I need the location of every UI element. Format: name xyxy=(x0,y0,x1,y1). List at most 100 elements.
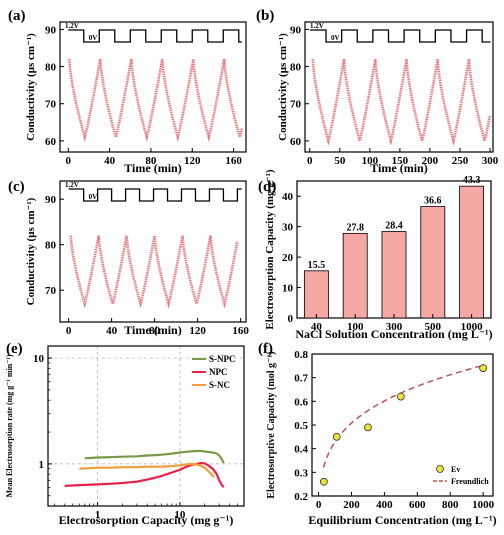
x-tick-label-d: 300 xyxy=(386,321,403,333)
y-tick-label-b: 60 xyxy=(290,136,302,148)
x-tick-label-c: 0 xyxy=(66,325,72,337)
bar-value-label: 15.5 xyxy=(308,260,326,271)
y-axis-title-a: Conductivity (μs cm⁻¹) xyxy=(25,33,37,141)
y-tick-label-a: 80 xyxy=(45,62,57,74)
voltage-label-low-c: 0V xyxy=(89,193,98,201)
y-tick-label-f: 0.4 xyxy=(294,444,308,456)
plot-frame-f xyxy=(311,353,494,497)
series-line-S-NC xyxy=(79,462,215,478)
x-tick-label-a: 0 xyxy=(66,155,72,167)
y-tick-label-d: 40 xyxy=(282,191,294,203)
panel-label-e: (e) xyxy=(6,341,23,357)
x-tick-label-c: 40 xyxy=(106,325,118,337)
data-point xyxy=(332,432,341,441)
y-tick-label-a: 60 xyxy=(45,136,57,148)
x-tick-label-c: 120 xyxy=(189,325,206,337)
y-tick-label-b: 70 xyxy=(290,99,302,111)
voltage-step-line-b xyxy=(309,29,491,43)
voltage-label-low-a: 0V xyxy=(89,34,98,42)
x-axis-title-c: Time (min) xyxy=(124,323,181,337)
legend-swatch-Ev xyxy=(436,465,444,473)
x-tick-label-a: 80 xyxy=(145,155,157,167)
y-tick-label-c: 80 xyxy=(45,240,57,252)
y-tick-label-d: 10 xyxy=(282,283,294,295)
y-tick-label-f: 0.8 xyxy=(294,349,308,361)
x-tick-label-a: 40 xyxy=(104,155,116,167)
x-tick-label-f: 800 xyxy=(442,499,459,511)
bar-value-label: 27.8 xyxy=(346,222,364,233)
x-tick-label-f: 1000 xyxy=(472,499,495,511)
x-tick-label-f: 400 xyxy=(376,499,393,511)
y-tick-label-f: 0.5 xyxy=(294,420,308,432)
y-tick-label-a: 90 xyxy=(45,24,57,36)
data-point xyxy=(396,392,405,401)
voltage-step-line-c xyxy=(68,188,242,202)
x-axis-title-e: Electrosorption Capacity (mg g⁻¹) xyxy=(59,513,234,527)
x-axis-title-b: Time (min) xyxy=(370,161,427,175)
x-tick-label-f: 200 xyxy=(343,499,360,511)
data-point xyxy=(479,364,488,373)
series-line-S-NPC xyxy=(84,449,225,464)
bar-500 xyxy=(420,206,446,319)
x-tick-label-c: 160 xyxy=(232,325,249,337)
panel-label-f: (f) xyxy=(258,341,273,357)
y-axis-title-d: Electrosorption Capacity (mg g⁻¹) xyxy=(264,169,276,329)
x-tick-label-d: 40 xyxy=(311,321,323,333)
x-tick-label-c: 80 xyxy=(149,325,161,337)
x-tick-label-e: 10 xyxy=(174,509,186,521)
x-tick-label-d: 100 xyxy=(347,321,364,333)
y-tick-label-f: 0.3 xyxy=(294,467,308,479)
plot-frame-b xyxy=(304,21,494,153)
y-axis-title-e: Mean Electrosorption rate (mg g⁻¹ min⁻¹) xyxy=(5,354,14,497)
y-axis-title-c: Conductivity (μs cm⁻¹) xyxy=(25,197,37,305)
y-tick-label-f: 0.2 xyxy=(294,491,308,503)
conductivity-curve-c xyxy=(69,235,239,309)
y-tick-label-d: 0 xyxy=(288,313,294,325)
panel-label-c: (c) xyxy=(8,179,25,195)
y-tick-label-a: 70 xyxy=(45,99,57,111)
y-tick-label-c: 70 xyxy=(45,285,57,297)
voltage-label-low-b: 0V xyxy=(331,34,340,42)
y-tick-label-e: 1 xyxy=(39,459,45,471)
x-tick-label-e: 1 xyxy=(95,509,101,521)
bar-value-label: 43.3 xyxy=(463,175,481,186)
panel-label-b: (b) xyxy=(256,8,274,24)
y-tick-label-f: 0.6 xyxy=(294,396,308,408)
data-point xyxy=(364,423,372,432)
x-tick-label-b: 250 xyxy=(452,155,469,167)
freundlich-fit-line xyxy=(322,364,484,468)
voltage-step-line-a xyxy=(68,29,242,43)
panel-label-d: (d) xyxy=(258,179,276,195)
bar-1000 xyxy=(459,185,485,319)
x-tick-label-f: 600 xyxy=(409,499,426,511)
data-point xyxy=(319,477,328,486)
y-tick-label-d: 20 xyxy=(282,252,294,264)
y-axis-title-b: Conductivity (μs cm⁻¹) xyxy=(277,33,289,141)
panel-label-a: (a) xyxy=(8,8,26,24)
x-tick-label-b: 100 xyxy=(362,155,379,167)
legend-label: Ev xyxy=(451,465,460,474)
legend-label: S-NPC xyxy=(209,354,236,364)
x-tick-label-d: 1000 xyxy=(461,321,484,333)
voltage-label-high-b: 1.2V xyxy=(310,22,324,30)
plot-frame-c xyxy=(59,180,247,323)
x-tick-label-b: 200 xyxy=(422,155,439,167)
bar-value-label: 36.6 xyxy=(424,196,442,207)
y-tick-label-c: 90 xyxy=(45,194,57,206)
voltage-label-high-a: 1.2V xyxy=(65,22,79,30)
voltage-label-high-c: 1.2V xyxy=(65,181,79,189)
plot-frame-a xyxy=(59,21,247,153)
conductivity-curve-a xyxy=(68,58,244,142)
y-tick-label-f: 0.7 xyxy=(294,373,308,385)
y-tick-label-b: 90 xyxy=(290,24,302,36)
bar-value-label: 28.4 xyxy=(385,221,403,232)
legend-label: S-NC xyxy=(209,380,230,390)
x-tick-label-b: 50 xyxy=(334,155,346,167)
y-tick-label-b: 80 xyxy=(290,62,302,74)
plot-frame-e xyxy=(47,345,245,507)
x-tick-label-f: 0 xyxy=(316,499,322,511)
x-tick-label-b: 300 xyxy=(482,155,499,167)
y-tick-label-d: 30 xyxy=(282,222,294,234)
bar-300 xyxy=(381,231,407,319)
